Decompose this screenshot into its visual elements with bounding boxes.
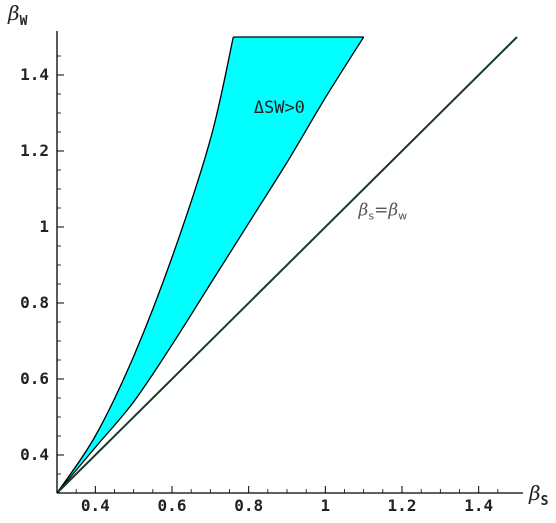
x-tick-label: 1 bbox=[321, 496, 331, 515]
y-tick-label: 1.4 bbox=[20, 65, 49, 84]
x-tick-label: 0.4 bbox=[81, 496, 110, 515]
y-tick-label: 1.2 bbox=[20, 141, 49, 160]
line-layer bbox=[56, 36, 518, 494]
diagonal-annotation: βs=βw bbox=[358, 201, 408, 223]
y-tick-label: 0.4 bbox=[20, 445, 49, 464]
region-fill bbox=[57, 37, 364, 493]
x-tick-label: 1.4 bbox=[464, 496, 493, 515]
x-tick-label: 1.2 bbox=[388, 496, 417, 515]
y-axis-label: βW bbox=[7, 1, 28, 29]
x-tick-label: 0.8 bbox=[234, 496, 263, 515]
feasible-region-layer bbox=[56, 36, 365, 494]
y-tick-label: 1 bbox=[39, 217, 49, 236]
y-tick-label: 0.8 bbox=[20, 293, 49, 312]
upper-boundary-curve bbox=[56, 36, 234, 494]
y-tick-label: 0.6 bbox=[20, 369, 49, 388]
diagonal-line bbox=[56, 36, 518, 494]
labels-layer: βW βS ΔSW>0 βs=βw bbox=[7, 1, 549, 509]
x-tick-label: 0.6 bbox=[158, 496, 187, 515]
ticks-layer: 0.4 0.6 0.8 1 1.2 1.4 0.4 0.6 0.8 1 1.2 1.4 bbox=[20, 55, 499, 515]
region-annotation: ΔSW>0 bbox=[254, 98, 305, 118]
x-axis-label: βS bbox=[528, 481, 549, 509]
lower-boundary-curve bbox=[56, 36, 365, 494]
axes-layer bbox=[56, 31, 523, 494]
